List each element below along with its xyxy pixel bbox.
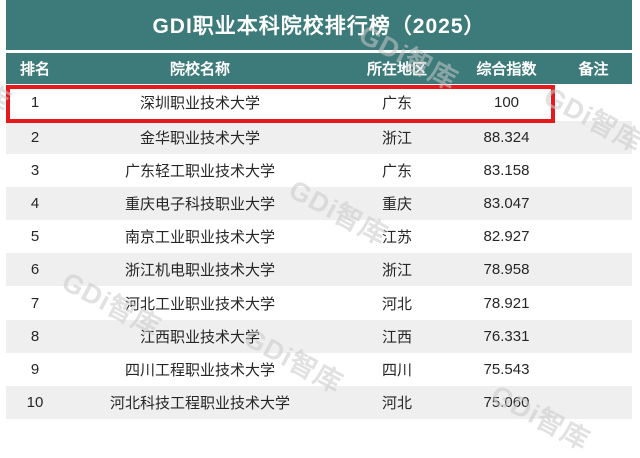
university-name-cell: 南京工业职业技术大学 (124, 229, 275, 247)
column-header-rank: 排名 (19, 61, 50, 78)
region-cell: 重庆 (381, 196, 412, 214)
note-cell (555, 386, 632, 419)
table-row-rank-2: 2 金华职业技术大学 浙江 88.324 (6, 121, 632, 155)
index-cell: 75.543 (483, 360, 530, 378)
note-cell (555, 187, 632, 220)
rank-cell: 2 (30, 129, 40, 147)
note-cell (555, 154, 632, 187)
rank-cell: 8 (30, 327, 40, 345)
note-cell (555, 121, 632, 154)
column-header-name: 院校名称 (169, 61, 230, 78)
rank-cell: 5 (30, 228, 40, 246)
university-name-cell: 河北科技工程职业技术大学 (109, 394, 290, 412)
region-cell: 河北 (381, 295, 412, 313)
rank-cell: 7 (30, 294, 40, 312)
university-name-cell: 四川工程职业技术大学 (124, 361, 275, 379)
note-cell (555, 84, 632, 121)
region-cell: 江西 (381, 328, 412, 346)
column-header-note: 备注 (578, 61, 609, 78)
column-header-index: 综合指数 (476, 61, 537, 78)
university-name-cell: 江西职业技术大学 (139, 328, 260, 346)
note-cell (555, 353, 632, 386)
index-cell: 83.047 (483, 195, 530, 213)
university-name-cell: 河北工业职业技术大学 (124, 295, 275, 313)
ranking-table: GDI职业本科院校排行榜（2025） 排名 院校名称 所在地区 综合指数 备注 … (6, 0, 632, 419)
table-row-rank-10: 10 河北科技工程职业技术大学 河北 75.060 (6, 385, 632, 419)
rank-cell: 9 (30, 360, 40, 378)
table-row-rank-9: 9 四川工程职业技术大学 四川 75.543 (6, 352, 632, 386)
table-row-rank-3: 3 广东轻工职业技术大学 广东 83.158 (6, 154, 632, 188)
table-body: 1 深圳职业技术大学 广东 100 2 金华职业技术大学 浙江 88.324 3 广东轻工职业技术… (6, 84, 632, 419)
table-row-rank-7: 7 河北工业职业技术大学 河北 78.921 (6, 286, 632, 320)
index-cell: 88.324 (483, 129, 530, 147)
column-header-region: 所在地区 (366, 61, 427, 78)
index-cell: 83.158 (483, 162, 530, 180)
table-row-rank-5: 5 南京工业职业技术大学 江苏 82.927 (6, 220, 632, 254)
region-cell: 浙江 (381, 262, 412, 280)
note-cell (555, 253, 632, 286)
note-cell (555, 286, 632, 319)
index-cell: 100 (493, 94, 520, 111)
rank-cell: 4 (30, 195, 40, 213)
university-name-cell: 深圳职业技术大学 (139, 95, 260, 112)
region-cell: 江苏 (381, 229, 412, 247)
university-name-cell: 广东轻工职业技术大学 (124, 163, 275, 181)
index-cell: 82.927 (483, 228, 530, 246)
table-header: 排名 院校名称 所在地区 综合指数 备注 (6, 53, 632, 84)
note-cell (555, 220, 632, 253)
university-name-cell: 重庆电子科技职业大学 (124, 196, 275, 214)
region-cell: 四川 (381, 361, 412, 379)
table-row-rank-6: 6 浙江机电职业技术大学 浙江 78.958 (6, 253, 632, 287)
index-cell: 76.331 (483, 327, 530, 345)
region-cell: 广东 (381, 95, 412, 112)
page-title: GDI职业本科院校排行榜（2025） (152, 15, 486, 38)
rank-cell: 3 (30, 162, 40, 180)
rank-cell: 10 (26, 393, 44, 411)
rank-cell: 6 (30, 261, 40, 279)
title-bar: GDI职业本科院校排行榜（2025） (6, 0, 632, 50)
university-name-cell: 金华职业技术大学 (139, 130, 260, 148)
region-cell: 浙江 (381, 130, 412, 148)
index-cell: 78.921 (483, 294, 530, 312)
rank-cell: 1 (30, 94, 40, 111)
table-row-rank-4: 4 重庆电子科技职业大学 重庆 83.047 (6, 187, 632, 221)
index-cell: 75.060 (483, 393, 530, 411)
table-row-rank-1: 1 深圳职业技术大学 广东 100 (6, 84, 632, 121)
table-row-rank-8: 8 江西职业技术大学 江西 76.331 (6, 319, 632, 353)
index-cell: 78.958 (483, 261, 530, 279)
region-cell: 河北 (381, 394, 412, 412)
region-cell: 广东 (381, 163, 412, 181)
university-name-cell: 浙江机电职业技术大学 (124, 262, 275, 280)
note-cell (555, 320, 632, 353)
